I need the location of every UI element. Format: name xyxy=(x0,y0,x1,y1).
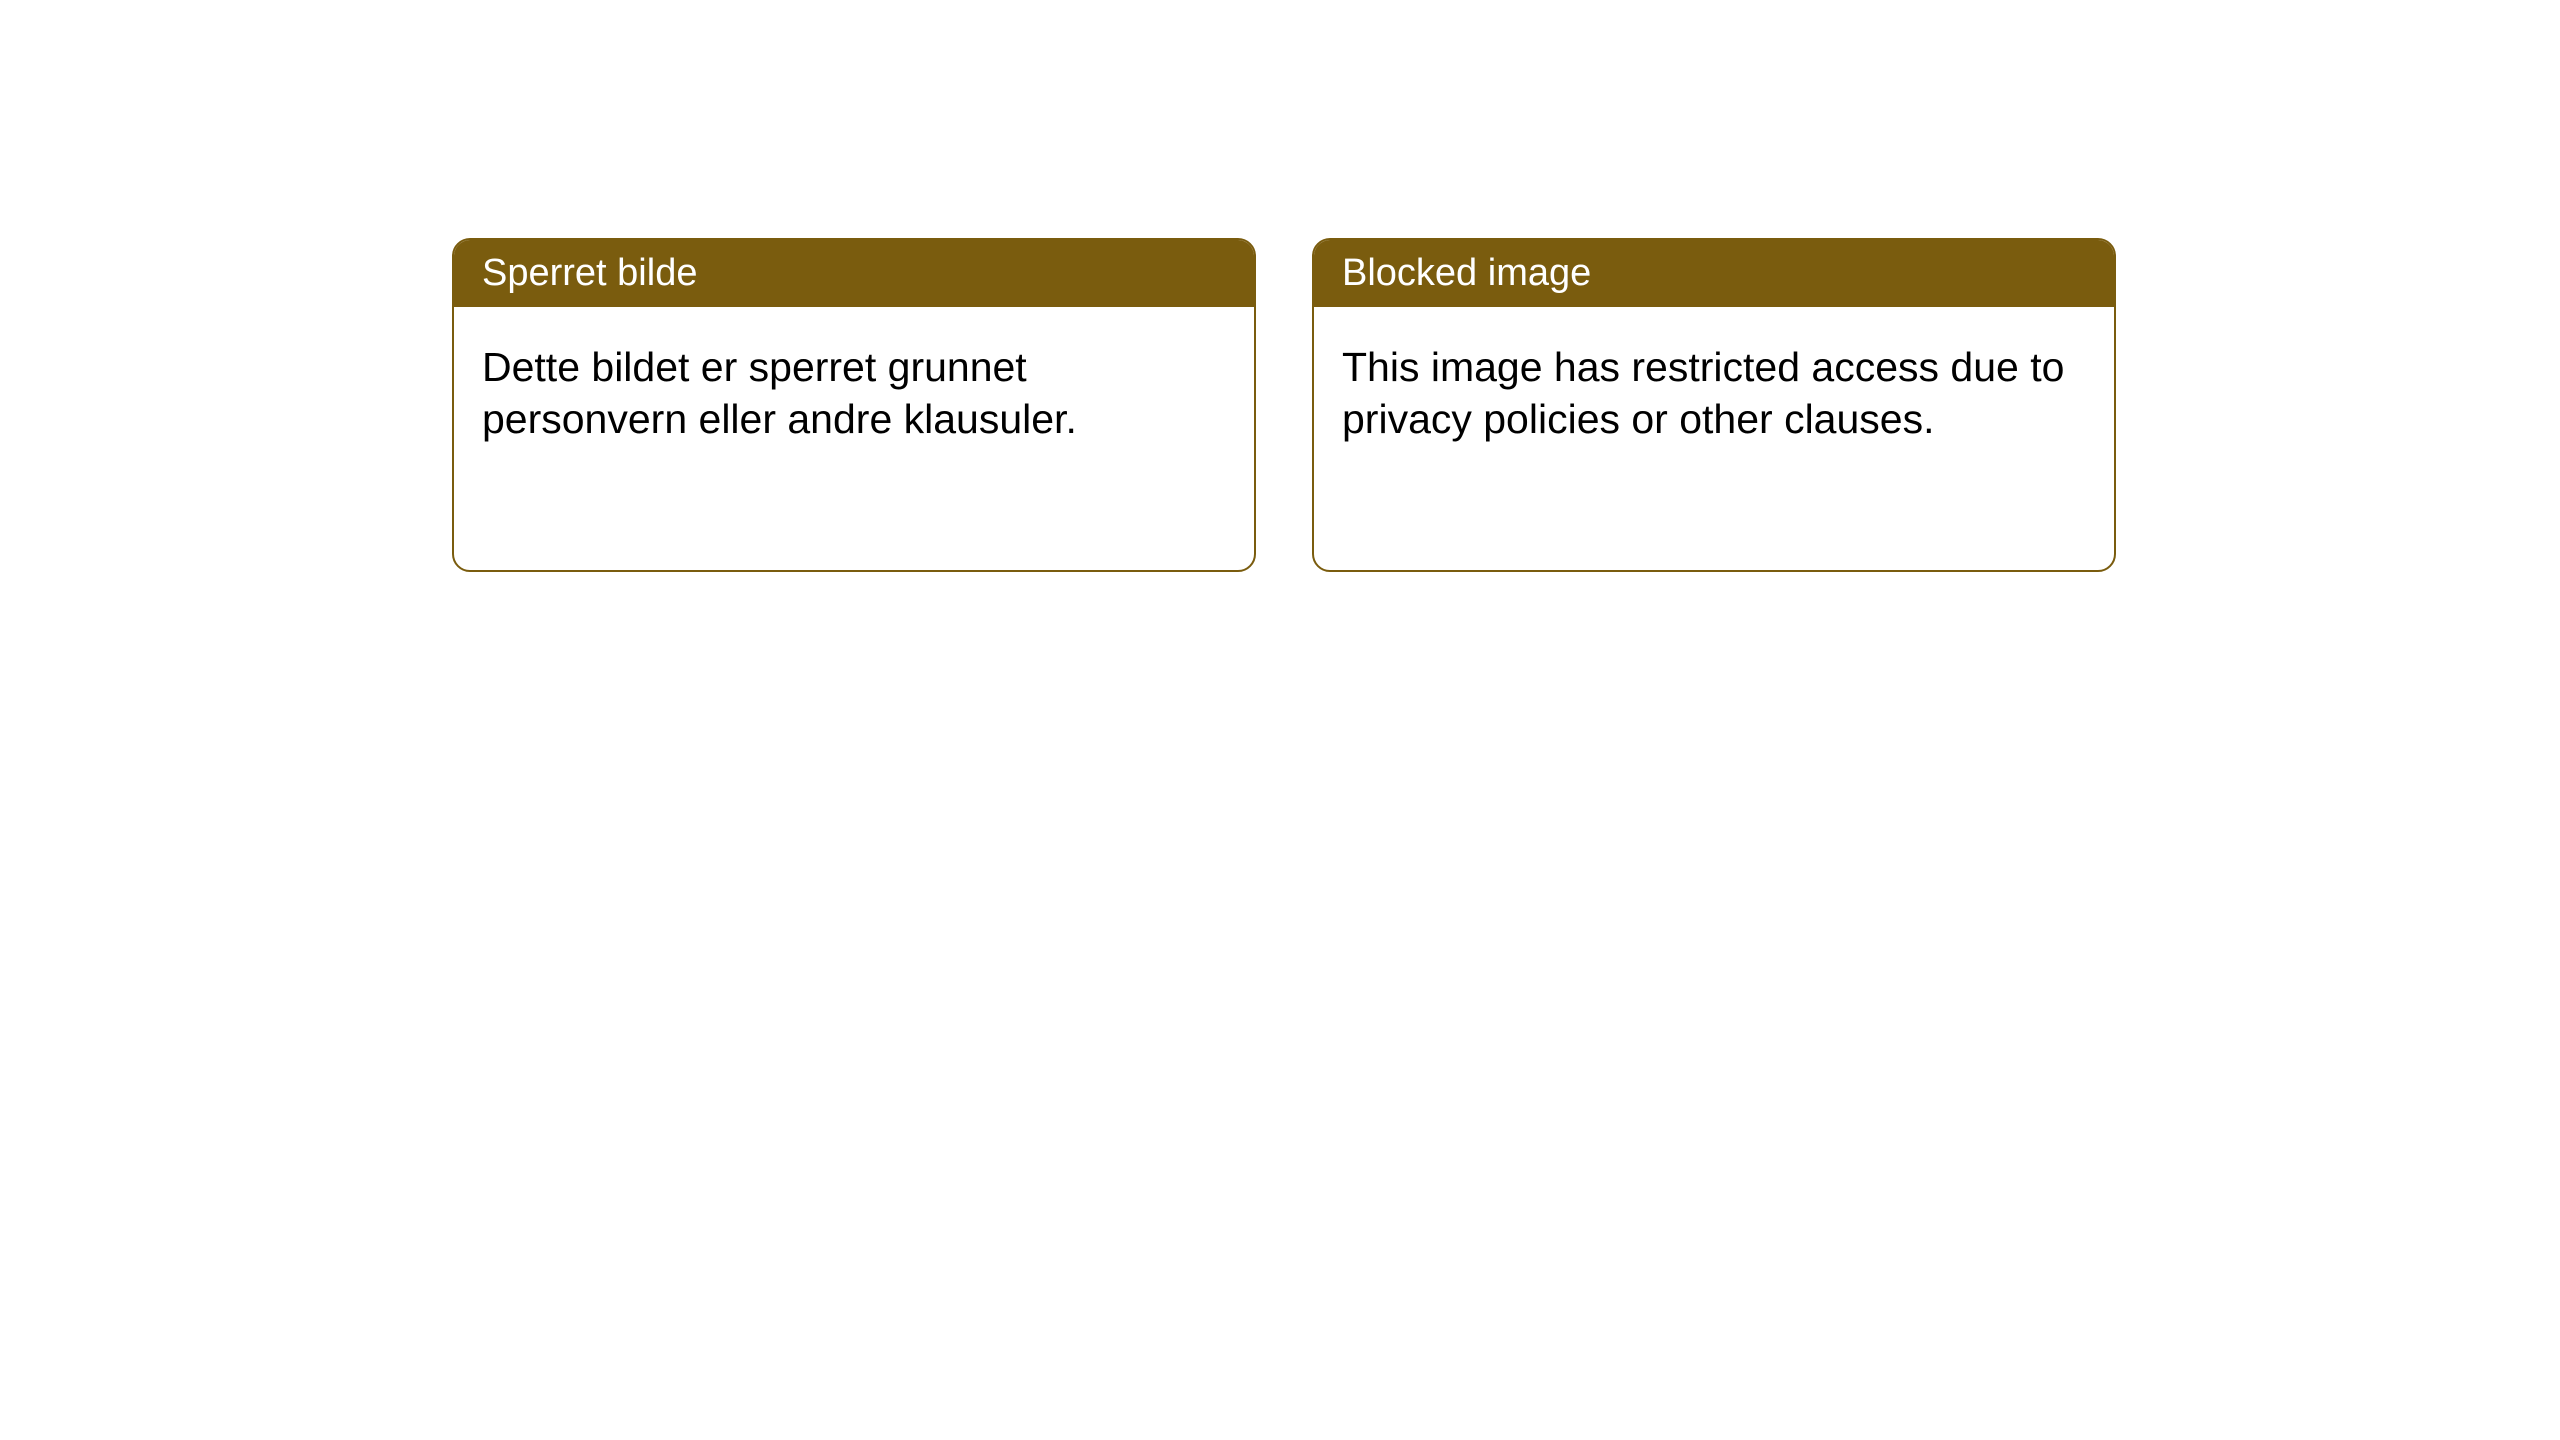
notice-cards-container: Sperret bilde Dette bildet er sperret gr… xyxy=(452,238,2116,572)
notice-card-norwegian: Sperret bilde Dette bildet er sperret gr… xyxy=(452,238,1256,572)
notice-card-english: Blocked image This image has restricted … xyxy=(1312,238,2116,572)
notice-card-body: Dette bildet er sperret grunnet personve… xyxy=(454,307,1254,479)
notice-card-title: Sperret bilde xyxy=(454,240,1254,307)
notice-card-body: This image has restricted access due to … xyxy=(1314,307,2114,479)
notice-card-title: Blocked image xyxy=(1314,240,2114,307)
